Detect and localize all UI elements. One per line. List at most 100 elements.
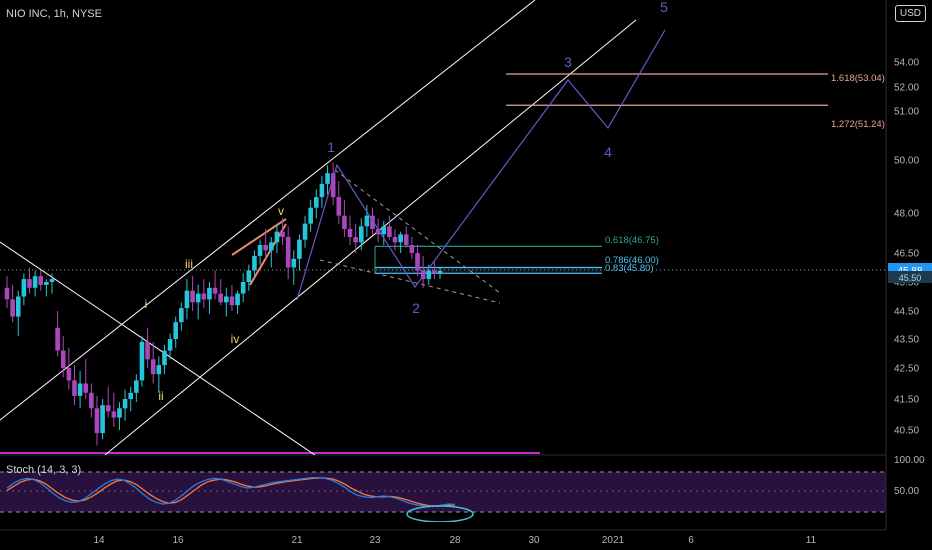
candle-body (72, 380, 77, 396)
candle-body (392, 237, 398, 243)
fib-level-label: 0.618(46.75) (605, 235, 659, 246)
downtrend-line[interactable] (0, 241, 316, 455)
stoch-tick-label: 100.00 (894, 455, 925, 466)
candle-body (420, 270, 426, 280)
candles (4, 162, 443, 446)
candle-body (184, 290, 190, 309)
candle-body (252, 255, 257, 271)
time-tick-label: 14 (93, 535, 105, 546)
candle-body (387, 226, 392, 237)
candle-body (27, 279, 32, 288)
candle-body (94, 408, 100, 434)
candle-body (409, 245, 415, 253)
candle-body (32, 276, 38, 288)
candle-body (381, 226, 387, 235)
candle-body (49, 279, 55, 282)
wedge-upper-line[interactable] (334, 169, 501, 294)
wave-label-minor: iv (231, 332, 240, 346)
candle-body (66, 368, 72, 381)
price-axis[interactable]: 54.00 52.00 51.00 50.00 48.00 46.50 45.50 44.50… (894, 58, 919, 437)
candle-body (60, 350, 66, 368)
candle-body (263, 245, 268, 251)
stoch-tick-label: 50.00 (894, 486, 919, 497)
candle-body (218, 293, 223, 303)
candle-body (128, 392, 134, 399)
candle-body (229, 296, 235, 306)
candle-body (10, 299, 15, 317)
candle-body (15, 296, 21, 317)
candle-body (370, 215, 375, 229)
wave-label-minor: iii (185, 257, 193, 271)
fib-level-label: 0.83(45.80) (605, 263, 654, 274)
stoch-indicator-label[interactable]: Stoch (14, 3, 3) (6, 464, 82, 476)
channel-lower-line[interactable] (104, 19, 637, 455)
price-tick-label: 48.00 (894, 209, 919, 220)
wave-label-primary: 1 (327, 139, 335, 155)
wave-projection-path[interactable] (296, 29, 666, 301)
candle-body (145, 341, 150, 360)
candle-body (285, 237, 291, 268)
price-tick-label: 43.50 (894, 335, 919, 346)
candle-body (122, 399, 128, 409)
time-tick-label: 21 (291, 535, 303, 546)
time-tick-label: 11 (806, 535, 817, 546)
candle-body (297, 239, 302, 259)
fib-level-label: 1.618(53.04) (831, 73, 885, 84)
price-tick-label: 44.50 (894, 307, 919, 318)
candle-body (55, 327, 60, 351)
candle-body (398, 234, 403, 243)
candle-body (139, 341, 145, 381)
candle-body (437, 270, 443, 274)
time-tick-label: 16 (172, 535, 184, 546)
candle-body (150, 359, 156, 375)
time-axis[interactable]: 14 16 21 23 28 30 2021 6 11 (93, 535, 816, 546)
candle-body (156, 365, 162, 375)
wave-label-primary: 4 (604, 144, 612, 160)
candle-body (319, 183, 325, 198)
candle-body (336, 197, 342, 216)
time-tick-label: 6 (688, 535, 694, 546)
candle-body (432, 270, 437, 274)
minor-wedge-lower[interactable] (249, 223, 287, 286)
wave-label-primary: 2 (412, 300, 420, 316)
price-tick-label: 52.00 (894, 83, 919, 94)
candle-body (117, 408, 122, 418)
candle-body (235, 293, 240, 306)
candle-body (134, 380, 139, 393)
candle-body (195, 293, 201, 303)
candle-body (415, 253, 420, 271)
wave-label-minor: v (278, 204, 284, 218)
time-tick-label: 28 (449, 535, 461, 546)
fib-labels: 1.618(53.04) 1.272(51.24) 0.618(46.75) 0.78… (605, 73, 885, 274)
candle-body (21, 279, 27, 297)
oversold-highlight[interactable] (406, 505, 474, 522)
candle-body (240, 282, 246, 294)
price-tick-label: 40.50 (894, 426, 919, 437)
candle-body (302, 223, 308, 240)
candle-body (167, 339, 173, 351)
candle-body (330, 173, 336, 198)
candle-body (212, 287, 218, 294)
candle-body (111, 411, 117, 418)
candle-body (280, 231, 285, 237)
candle-body (313, 197, 319, 208)
currency-button[interactable]: USD (894, 5, 926, 22)
price-tick-label: 51.00 (894, 107, 919, 118)
time-tick-label: 2021 (602, 535, 625, 546)
symbol-title[interactable]: NIO INC, 1h, NYSE (6, 8, 102, 20)
candle-body (246, 270, 252, 282)
price-tick-label: 54.00 (894, 58, 919, 69)
candle-body (308, 207, 313, 224)
candle-body (89, 392, 94, 409)
candle-body (190, 290, 195, 303)
candle-body (83, 383, 89, 393)
channel-upper-line[interactable] (0, 0, 536, 421)
candle-body (257, 245, 263, 256)
candle-body (100, 405, 105, 434)
candle-body (162, 350, 167, 366)
candle-body (291, 258, 297, 268)
wedge-lower-line[interactable] (319, 259, 501, 304)
candle-body (353, 237, 358, 243)
price-tick-label: 50.00 (894, 156, 919, 167)
